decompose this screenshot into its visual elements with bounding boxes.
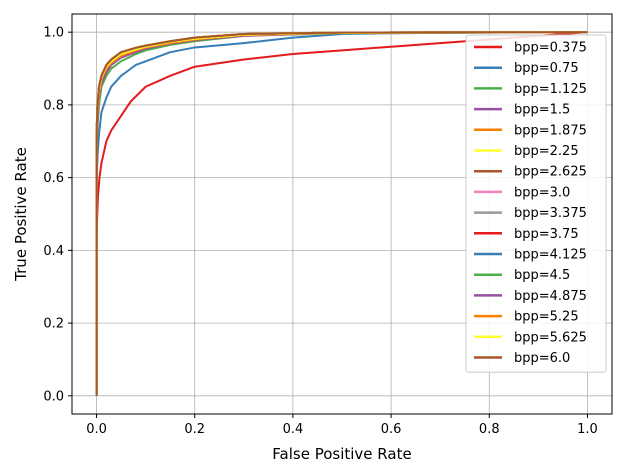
y-tick-label: 0.2 — [43, 317, 64, 332]
legend-box — [465, 34, 607, 373]
series-line-0 — [95, 31, 588, 396]
legend-entry-label: bpp=3.75 — [514, 227, 579, 242]
legend-entry-label: bpp=5.625 — [514, 330, 587, 345]
plot-frame — [71, 13, 613, 415]
legend-entry-label: bpp=5.25 — [514, 310, 579, 325]
x-axis-label: False Positive Rate — [272, 445, 411, 463]
legend-entry-label: bpp=3.375 — [514, 206, 587, 221]
legend-entry-label: bpp=0.375 — [514, 41, 587, 56]
legend-entry-label: bpp=4.125 — [514, 248, 587, 263]
legend-entry-label: bpp=4.875 — [514, 289, 587, 304]
y-tick-label: 0.8 — [43, 98, 64, 113]
legend-entry-label: bpp=0.75 — [514, 61, 579, 76]
legend-entry-label: bpp=1.125 — [514, 82, 587, 97]
legend-entry-label: bpp=1.5 — [514, 103, 570, 118]
x-tick-label: 0.6 — [381, 422, 402, 437]
legend: bpp=0.375 bpp=0.75 bpp=1.125 bpp=1.5 bpp=1.8… — [465, 34, 607, 373]
y-tick-label: 1.0 — [43, 26, 64, 41]
legend-entry-label: bpp=6.0 — [514, 351, 570, 366]
x-tick-label: 0.8 — [479, 422, 500, 437]
axis-ticks: 0.0 0.2 0.4 0.6 0.8 1.0 0.0 0.2 0.4 0.6 0.8 1.0 — [43, 26, 597, 437]
series-lines — [95, 31, 588, 396]
x-tick-label: 0.4 — [283, 422, 304, 437]
legend-entry-label: bpp=3.0 — [514, 185, 570, 200]
legend-entry-label: bpp=1.875 — [514, 123, 587, 138]
series-line-15 — [95, 31, 588, 396]
x-tick-label: 0.0 — [86, 422, 107, 437]
x-tick-label: 0.2 — [184, 422, 205, 437]
legend-entry-label: bpp=4.5 — [514, 268, 570, 283]
y-axis-label: True Positive Rate — [12, 147, 30, 282]
x-tick-label: 1.0 — [577, 422, 598, 437]
y-tick-label: 0.4 — [43, 244, 64, 259]
legend-entry-label: bpp=2.25 — [514, 144, 579, 159]
y-tick-label: 0.6 — [43, 171, 64, 186]
legend-entry-label: bpp=2.625 — [514, 165, 587, 180]
y-tick-label: 0.0 — [43, 389, 64, 404]
